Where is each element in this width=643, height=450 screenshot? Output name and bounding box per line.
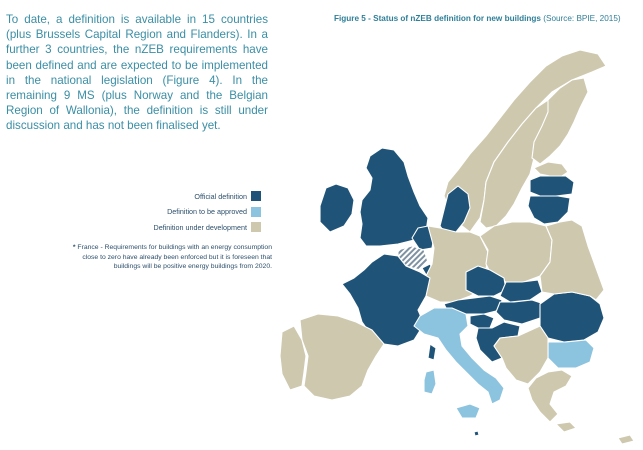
map-region-finland <box>531 77 589 165</box>
legend-item-to-be-approved: Definition to be approved <box>111 205 261 219</box>
map-region-portugal <box>279 325 307 391</box>
map-region-ireland <box>319 183 355 233</box>
map-region-bulgaria <box>547 339 595 369</box>
map-region-cyprus <box>617 434 635 445</box>
legend-item-official: Official definition <box>111 189 261 203</box>
map-region-slovakia <box>499 279 543 303</box>
map-region-slovenia <box>469 313 495 329</box>
legend-swatch-under-development <box>251 222 261 232</box>
map-region-balkans <box>493 325 549 385</box>
map-region-sicily <box>455 403 481 419</box>
intro-paragraph: To date, a definition is available in 15… <box>6 13 268 133</box>
map-region-lithuania <box>527 195 571 225</box>
france-footnote: * France - Requirements for buildings wi… <box>58 243 272 272</box>
footnote-text: France - Requirements for buildings with… <box>77 244 272 271</box>
map-region-hungary <box>495 299 545 325</box>
legend-label: Definition under development <box>153 222 248 232</box>
figure-title-main: Figure 5 - Status of nZEB definition for… <box>334 14 541 23</box>
map-region-france <box>341 253 431 347</box>
map-region-malta <box>473 430 480 437</box>
figure-title: Figure 5 - Status of nZEB definition for… <box>334 14 621 23</box>
map-region-sardinia <box>423 369 437 395</box>
map-legend: Official definition Definition to be app… <box>111 189 261 236</box>
footnote-asterisk: * <box>72 244 76 251</box>
map-region-greek-islands <box>555 421 577 433</box>
map-region-greece <box>527 369 573 423</box>
map-region-italy <box>413 307 505 405</box>
legend-swatch-to-be-approved <box>251 206 261 217</box>
legend-swatch-official <box>251 191 261 201</box>
map-region-belarus-ukraine <box>539 219 605 301</box>
figure-title-source: (Source: BPIE, 2015) <box>543 14 621 23</box>
legend-label: Official definition <box>194 191 247 201</box>
map-region-latvia <box>529 175 575 197</box>
map-region-spain <box>299 313 385 401</box>
map-region-estonia <box>533 161 569 177</box>
legend-item-under-development: Definition under development <box>111 220 261 234</box>
map-region-united-kingdom <box>359 147 429 247</box>
legend-label: Definition to be approved <box>167 207 247 216</box>
map-region-corsica <box>427 343 437 361</box>
